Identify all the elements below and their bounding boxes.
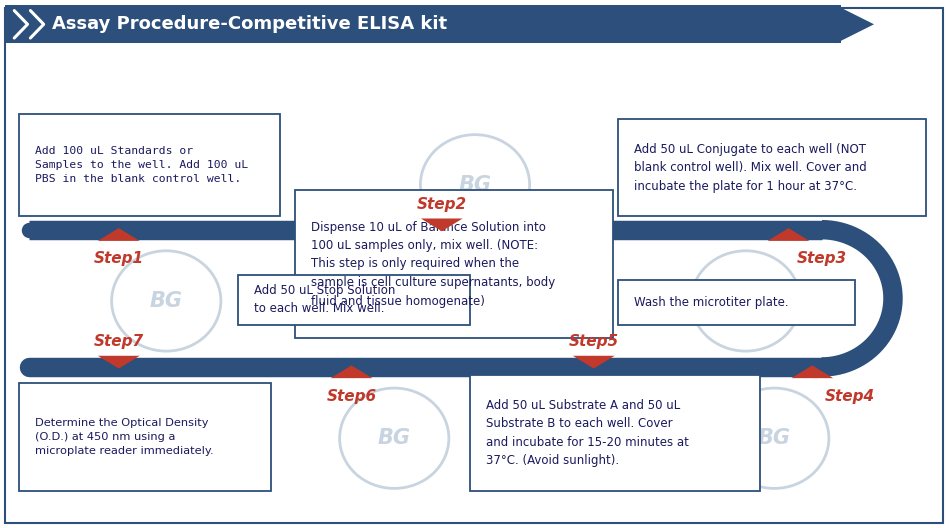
Text: Step4: Step4 — [826, 389, 875, 403]
Text: Add 50 uL Substrate A and 50 uL
Substrate B to each well. Cover
and incubate for: Add 50 uL Substrate A and 50 uL Substrat… — [486, 399, 690, 467]
FancyBboxPatch shape — [618, 280, 855, 325]
FancyBboxPatch shape — [5, 5, 841, 43]
Polygon shape — [836, 5, 874, 43]
Polygon shape — [573, 356, 615, 369]
Text: Add 50 uL Stop Solution
to each well. Mix well.: Add 50 uL Stop Solution to each well. Mi… — [254, 284, 395, 315]
FancyBboxPatch shape — [19, 114, 280, 216]
Polygon shape — [421, 219, 463, 231]
Polygon shape — [331, 365, 372, 378]
Text: Step3: Step3 — [797, 251, 846, 266]
FancyBboxPatch shape — [238, 275, 470, 325]
Text: Assay Procedure-Competitive ELISA kit: Assay Procedure-Competitive ELISA kit — [52, 15, 447, 33]
Polygon shape — [98, 228, 140, 241]
Text: Step2: Step2 — [417, 197, 466, 212]
Text: Add 50 uL Conjugate to each well (NOT
blank control well). Mix well. Cover and
i: Add 50 uL Conjugate to each well (NOT bl… — [634, 143, 866, 193]
FancyBboxPatch shape — [294, 190, 613, 338]
Polygon shape — [768, 228, 809, 241]
FancyBboxPatch shape — [19, 383, 271, 491]
Text: Step7: Step7 — [94, 334, 143, 349]
Text: BG: BG — [150, 428, 182, 448]
Polygon shape — [98, 356, 140, 369]
FancyBboxPatch shape — [470, 375, 760, 491]
Text: Add 100 uL Standards or
Samples to the well. Add 100 uL
PBS in the blank control: Add 100 uL Standards or Samples to the w… — [35, 146, 248, 184]
Text: Step6: Step6 — [327, 389, 376, 403]
Text: BG: BG — [730, 291, 762, 311]
Text: Step1: Step1 — [94, 251, 143, 266]
Text: Step5: Step5 — [569, 334, 618, 349]
FancyBboxPatch shape — [618, 119, 926, 216]
Text: BG: BG — [378, 428, 410, 448]
Text: BG: BG — [758, 428, 790, 448]
Text: Dispense 10 uL of Balance Solution into
100 uL samples only, mix well. (NOTE:
Th: Dispense 10 uL of Balance Solution into … — [311, 221, 555, 307]
Text: Determine the Optical Density
(O.D.) at 450 nm using a
microplate reader immedia: Determine the Optical Density (O.D.) at … — [35, 418, 214, 456]
Text: Wash the microtiter plate.: Wash the microtiter plate. — [634, 296, 788, 309]
Text: BG: BG — [150, 291, 182, 311]
FancyBboxPatch shape — [5, 8, 943, 523]
Text: BG: BG — [459, 175, 491, 195]
Polygon shape — [791, 365, 833, 378]
